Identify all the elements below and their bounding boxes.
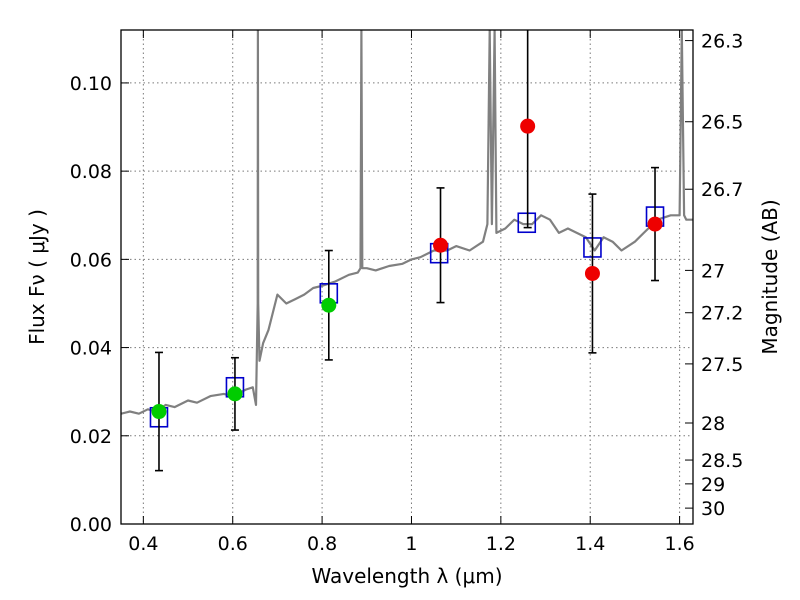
nir-data-point (647, 216, 663, 232)
y-tick-label: 0.04 (70, 338, 112, 360)
y-tick-label: 0.00 (70, 514, 112, 536)
y-tick-label: 0.08 (70, 161, 112, 183)
x-tick-label: 1.2 (486, 533, 516, 555)
nir-data-point (584, 265, 600, 281)
y-axis-label: Flux Fν ( μJy ) (25, 209, 49, 345)
nir-data-point (520, 118, 536, 134)
magnitude-tick-label: 27 (701, 260, 725, 282)
optical-data-point (227, 386, 243, 402)
model-point-square (517, 212, 537, 234)
marker-layer (149, 30, 665, 472)
x-tick-label: 1.4 (575, 533, 605, 555)
magnitude-tick-label: 26.7 (701, 179, 743, 201)
y-tick-label: 0.06 (70, 249, 112, 271)
magnitude-tick-label: 29 (701, 474, 725, 496)
magnitude-tick-label: 30 (701, 498, 725, 520)
magnitude-tick-label: 26.5 (701, 112, 743, 134)
x-axis-label: Wavelength λ (μm) (311, 564, 502, 588)
magnitude-tick-label: 26.3 (701, 31, 743, 53)
optical-data-point (151, 404, 167, 420)
y-tick-label: 0.02 (70, 426, 112, 448)
y-tick-label: 0.10 (70, 73, 112, 95)
magnitude-tick-label: 27.5 (701, 354, 743, 376)
optical-data-point (321, 297, 337, 313)
grid-lines (121, 30, 693, 524)
magnitude-tick-label: 27.2 (701, 303, 743, 325)
nir-data-point (433, 237, 449, 253)
x-tick-label: 0.6 (218, 533, 248, 555)
x-tick-label: 1.6 (664, 533, 694, 555)
x-tick-label: 0.4 (128, 533, 158, 555)
plot-frame (120, 29, 694, 525)
model-spectrum-line (121, 30, 693, 415)
x-tick-label: 1 (405, 533, 417, 555)
axes-ticks: 0.4 0.6 0.8 1 1.2 1.4 1.6 0.00 0.02 0.04 0.06 0.08 0… (70, 30, 743, 555)
magnitude-tick-label: 28.5 (701, 450, 743, 472)
y2-axis-label: Magnitude (AB) (758, 199, 782, 354)
magnitude-tick-label: 28 (701, 413, 725, 435)
x-tick-label: 0.8 (307, 533, 337, 555)
plot-data-area (121, 30, 693, 472)
